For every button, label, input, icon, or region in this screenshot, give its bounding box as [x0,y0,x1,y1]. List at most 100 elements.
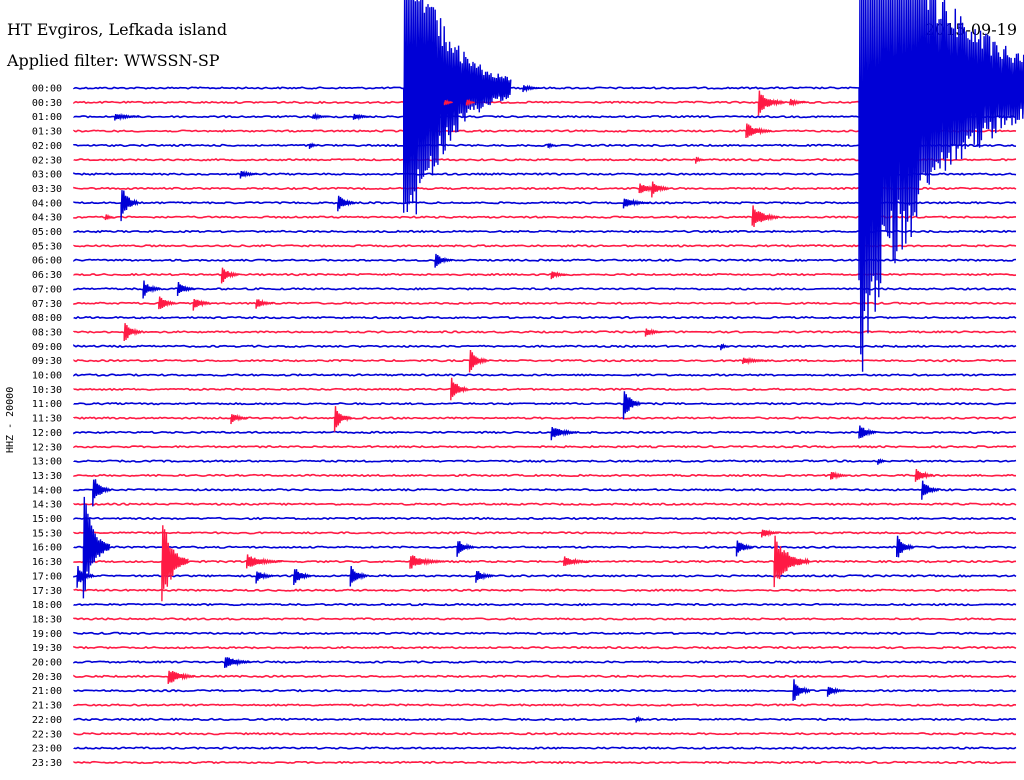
trace-2130 [73,703,1017,707]
seismic-event [563,556,591,566]
trace-2230 [73,731,1017,736]
time-label-1300: 13:00 [32,457,62,468]
time-label-0300: 03:00 [32,170,62,181]
time-label-2300: 23:00 [32,744,62,755]
station-title: HT Evgiros, Lefkada island [7,20,228,39]
time-label-1700: 17:00 [32,571,62,582]
seismic-event [255,571,274,584]
seismic-event [192,299,211,311]
time-label-1330: 13:30 [32,471,62,482]
trace-2300 [73,746,1017,750]
time-label-1030: 10:30 [32,385,62,396]
time-label-1430: 14:30 [32,500,62,511]
time-label-0900: 09:00 [32,342,62,353]
trace-1330 [73,473,1017,478]
seismic-event [311,112,330,121]
trace-0930 [73,358,1017,363]
seismic-event [830,471,849,480]
time-label-1730: 17:30 [32,586,62,597]
trace-0900 [73,344,1017,348]
trace-1430 [73,502,1017,506]
time-label-0030: 00:30 [32,98,62,109]
seismic-event [352,113,371,121]
trace-1300 [73,459,1017,463]
seismic-event [246,554,283,569]
seismic-event [695,156,705,164]
seismic-event [167,670,195,684]
trace-1530 [73,531,1017,535]
seismic-event [123,323,142,342]
seismic-event [158,296,177,310]
seismic-event [858,425,877,439]
time-label-1100: 11:00 [32,399,62,410]
time-label-2230: 22:30 [32,729,62,740]
time-label-1930: 19:30 [32,643,62,654]
seismic-event [635,715,645,723]
time-label-0230: 02:30 [32,155,62,166]
trace-1930 [73,645,1017,650]
seismic-event [651,181,670,198]
seismic-event [550,271,569,280]
time-label-1630: 16:30 [32,557,62,568]
seismic-event [622,391,642,420]
seismic-event [333,406,353,432]
trace-1500 [73,516,1017,521]
seismic-event [896,535,915,558]
seismic-event [337,195,356,212]
seismic-event [921,480,940,500]
trace-2200 [73,717,1017,722]
seismic-event [826,686,846,697]
time-label-1200: 12:00 [32,428,62,439]
seismic-event [142,280,161,299]
seismic-event [735,540,755,557]
time-label-0430: 04:30 [32,213,62,224]
time-label-1900: 19:00 [32,629,62,640]
time-label-0630: 06:30 [32,270,62,281]
seismic-event [742,356,770,366]
seismic-event [468,349,488,373]
time-label-2030: 20:30 [32,672,62,683]
seismic-event [465,98,475,107]
trace-1830 [73,617,1017,621]
seismic-event [434,253,453,268]
time-label-0700: 07:00 [32,284,62,295]
seismic-event [409,555,446,569]
trace-1700 [73,574,1017,578]
time-label-0000: 00:00 [32,84,62,95]
trace-1100 [73,401,1017,406]
time-label-0800: 08:00 [32,313,62,324]
trace-2330 [73,760,1017,765]
trace-2100 [73,688,1017,693]
time-label-0330: 03:30 [32,184,62,195]
seismic-event [293,569,312,586]
time-label-2200: 22:00 [32,715,62,726]
seismic-event [230,413,249,425]
seismic-event [757,90,786,116]
trace-1000 [73,373,1017,377]
seismic-event [443,99,453,106]
seismic-event [547,142,557,150]
trace-2030 [73,674,1017,679]
seismic-event [751,205,779,228]
seismic-event [522,84,541,93]
time-label-0130: 01:30 [32,127,62,138]
time-label-1800: 18:00 [32,600,62,611]
seismic-event [550,427,578,441]
seismic-event [720,342,730,351]
trace-1730 [73,588,1017,592]
seismic-event [914,469,934,482]
time-label-0930: 09:30 [32,356,62,367]
time-label-1400: 14:00 [32,485,62,496]
seismic-event [450,377,469,401]
seismic-event [644,328,663,337]
seismic-event [114,112,142,122]
time-label-0730: 07:30 [32,299,62,310]
trace-0000 [73,86,1017,90]
seismic-event [224,657,252,668]
seismic-event [792,679,811,702]
seismic-event [745,123,773,139]
seismic-event [858,0,1024,372]
time-label-1130: 11:30 [32,414,62,425]
time-label-1530: 15:30 [32,528,62,539]
